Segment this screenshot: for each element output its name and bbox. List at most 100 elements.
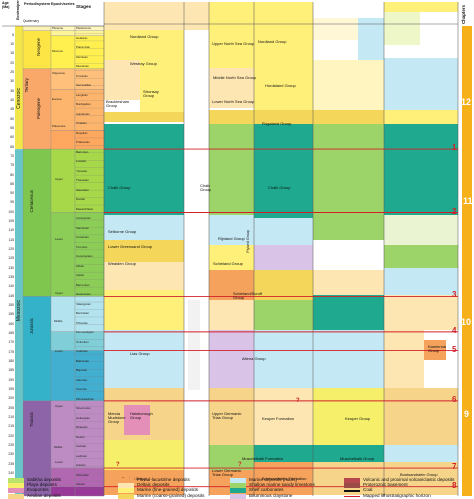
lithology-block (104, 262, 184, 290)
group-rijnland: Rijnland Group (218, 236, 245, 241)
stage-label: Hettangian (76, 415, 90, 420)
lithology-block (104, 30, 184, 60)
stage-band (74, 89, 105, 131)
lithology-block (254, 445, 313, 462)
epoch-band (50, 30, 76, 37)
lithology-block (104, 60, 140, 100)
stage-band (74, 148, 105, 213)
period-paleogene: Paleogene (36, 98, 41, 119)
legend-label: Sabkha deposits (27, 477, 61, 482)
stage-label: Cenomanian (76, 254, 93, 259)
legend-swatch (118, 478, 134, 483)
stage-label: Campanian (76, 216, 91, 221)
stage-label: Ladinian (76, 453, 87, 458)
lithology-block (104, 2, 209, 30)
group-altena: Altena Group (242, 356, 266, 361)
legend-swatch (230, 488, 246, 494)
lithology-block (313, 110, 384, 124)
stage-label: Rhaetian (76, 425, 88, 430)
age-tick: 25 (10, 69, 14, 74)
age-tick: 130 (8, 265, 14, 270)
lithology-block (209, 20, 254, 68)
legend-label: Proterozoic basement (363, 482, 408, 488)
horizon-number: 1 (452, 143, 457, 153)
stage-label: Olenekian (76, 472, 90, 477)
stage-label: Carnian (76, 444, 87, 449)
legend-swatch (118, 483, 134, 489)
stage-label: Aalenian (76, 377, 88, 382)
group-stronsay: Stronsay Group (143, 89, 159, 99)
legend-swatch (230, 483, 246, 489)
age-tick: 90 (10, 191, 14, 196)
age-tick: 170 (8, 340, 14, 345)
legend-swatch (344, 478, 360, 483)
group-mercia: Mercia Mudstone Group (108, 411, 126, 425)
stage-label: Coniacian (76, 235, 89, 240)
age-tick: 115 (8, 237, 14, 242)
period-band-cretaceous (22, 148, 52, 297)
legend-label: Coal (363, 487, 373, 493)
era-cenozoic: Cenozoic (16, 88, 22, 109)
epoch-lower-triassic: Lower (55, 460, 63, 464)
age-tick: 65 (10, 144, 14, 149)
age-tick: 190 (8, 377, 14, 382)
lithology-block (209, 110, 313, 124)
lithology-block (104, 124, 184, 215)
stage-label: Zanclean (76, 54, 88, 59)
lithology-block (384, 295, 458, 330)
stage-label: Anisian (76, 463, 86, 468)
lithology-block (254, 245, 313, 270)
group-bacton: Bacton Group (122, 476, 147, 481)
legend-label: Bituminous claystone (249, 492, 293, 498)
stage-label: Barremian (76, 282, 90, 287)
lithology-block (384, 110, 458, 124)
chapter-11: 11 (463, 196, 473, 206)
lithology-block (313, 330, 384, 388)
group-wealden: Wealden Group (108, 261, 136, 266)
epoch-lower-cretaceous: Lower (55, 237, 63, 241)
lithology-block (384, 12, 420, 45)
lithology-block (313, 215, 384, 240)
lithology-block (104, 330, 184, 388)
lithology-block (313, 445, 384, 462)
stage-label: Chattian (76, 121, 87, 126)
epoch-band (50, 350, 76, 402)
chapter-bar (462, 26, 472, 496)
lithology-block (420, 12, 458, 58)
age-tick: 200 (8, 396, 14, 401)
stage-label: Tithonian (76, 320, 88, 325)
age-tick: 125 (8, 256, 14, 261)
horizon-number: 2 (452, 206, 457, 216)
stage-label: Burdigalian (76, 102, 91, 107)
legend-label: Shelf carbonates (249, 487, 284, 493)
group-chalk-dk: Chalk Group (268, 185, 291, 190)
lithology-block (254, 70, 313, 110)
epoch-middle-triassic: Middle (54, 445, 63, 449)
group-chalk-nl: Chalk Group (200, 183, 212, 193)
epoch-band (50, 148, 76, 213)
lithology-block (313, 240, 384, 270)
lithology-block (254, 388, 313, 445)
stage-label: Bajocian (76, 368, 88, 373)
lithology-block (313, 295, 384, 330)
lithology-block (209, 300, 254, 330)
period-band-triassic (22, 400, 52, 497)
lithology-block (446, 330, 458, 388)
legend-label: Marine deposits (marls) (249, 477, 297, 482)
lithology-block (313, 60, 384, 110)
epoch-pliocene: Pliocene (52, 26, 64, 30)
age-tick: 35 (10, 88, 14, 93)
legend-label: Volcanic and proximal volcaniclastic dep… (363, 477, 455, 482)
stage-label: Pliensbachian (76, 396, 94, 401)
lithology-block (313, 270, 384, 295)
epoch-eocene: Eocene (52, 97, 62, 101)
lithology-block (209, 445, 254, 470)
lithology-block (384, 388, 458, 445)
era-mesozoic: Mesozoic (16, 300, 22, 322)
stage-label: Ypresian (76, 168, 88, 173)
age-tick: 145 (8, 293, 14, 298)
horizon-number: 7 (452, 462, 457, 472)
epoch-band (50, 331, 76, 351)
group-westray: Westray Group (130, 61, 157, 66)
